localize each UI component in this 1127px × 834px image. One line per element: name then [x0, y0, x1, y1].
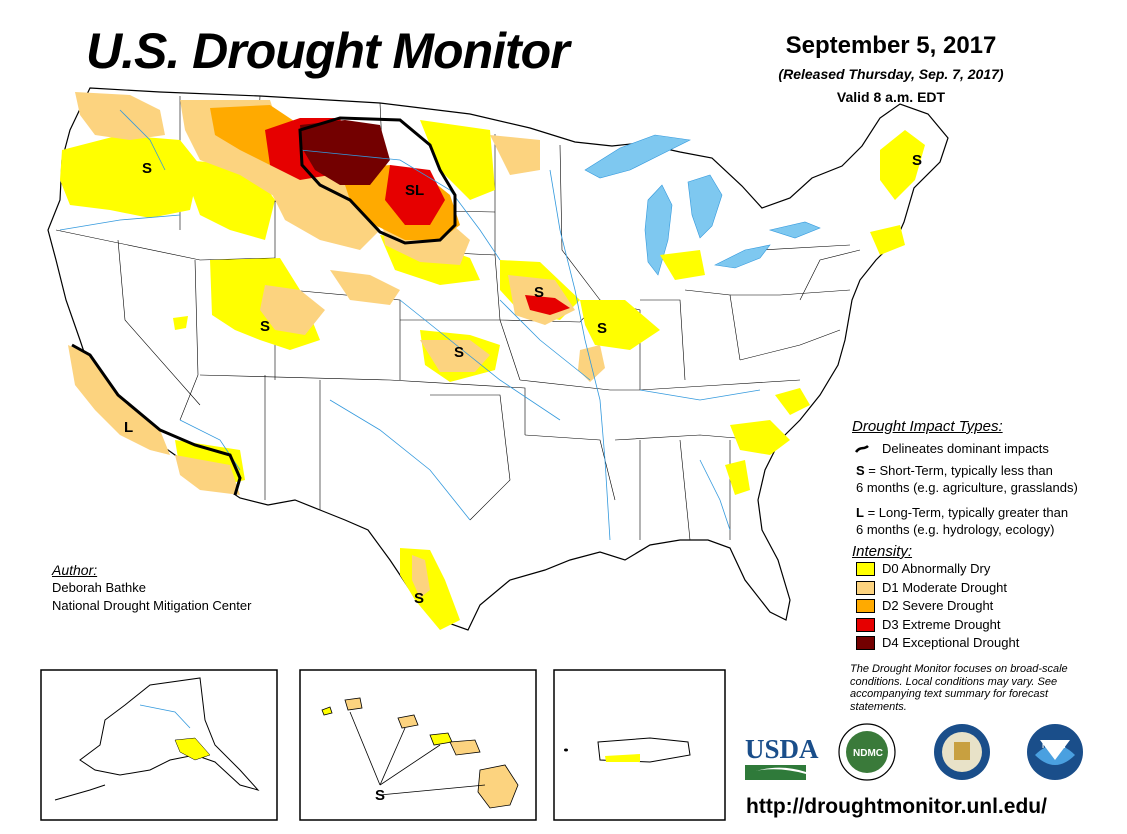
- long-term-line1: L = Long-Term, typically greater than: [856, 505, 1069, 520]
- intensity-label: D1 Moderate Drought: [882, 579, 1008, 595]
- impact-boundaries: [71, 116, 457, 496]
- disclaimer-note: The Drought Monitor focuses on broad-sca…: [850, 663, 1068, 713]
- delineates-line-sample: [854, 445, 869, 453]
- intensity-swatch: [856, 599, 875, 613]
- short-term-line2: 6 months (e.g. agriculture, grasslands): [856, 480, 1078, 495]
- impact-label-s: S: [414, 590, 424, 607]
- intensity-swatch: [856, 580, 875, 595]
- intensity-legend-heading: Intensity:: [852, 543, 913, 560]
- long-term-line2: 6 months (e.g. hydrology, ecology): [856, 522, 1055, 537]
- intensity-swatch: [856, 636, 875, 650]
- intensity-label: D4 Exceptional Drought: [882, 635, 1020, 650]
- impact-label-l: L: [124, 419, 133, 436]
- intensity-swatch: [856, 617, 875, 632]
- impact-legend-heading: Drought Impact Types:: [852, 418, 1003, 435]
- noaa-logo: NOAA: [1027, 724, 1083, 780]
- rivers: [59, 109, 761, 541]
- impact-label-s: S: [142, 160, 152, 177]
- svg-text:NOAA: NOAA: [1042, 741, 1066, 750]
- ndmc-logo: NDMC: [838, 723, 896, 781]
- doc-seal-logo: [934, 724, 990, 780]
- site-url[interactable]: http://droughtmonitor.unl.edu/: [746, 795, 1047, 818]
- release-date: (Released Thursday, Sep. 7, 2017): [778, 66, 1004, 82]
- impact-label-s: S: [454, 344, 464, 361]
- intensity-label: D3 Extreme Drought: [882, 616, 1001, 632]
- intensity-label: D0 Abnormally Dry: [882, 561, 991, 576]
- great-lakes: [228, 134, 821, 286]
- page-title: U.S. Drought Monitor: [86, 23, 570, 79]
- impact-label-sl: SL: [405, 182, 424, 199]
- usda-logo-text: USDA: [745, 734, 819, 764]
- author-heading: Author:: [52, 562, 98, 578]
- valid-time: Valid 8 a.m. EDT: [836, 89, 946, 105]
- map-date: September 5, 2017: [785, 32, 997, 59]
- impact-label-s: S: [597, 320, 607, 337]
- author-org: National Drought Mitigation Center: [52, 598, 252, 613]
- delineates-label: Delineates dominant impacts: [882, 441, 1049, 456]
- impact-label-s: S: [260, 318, 270, 335]
- short-term-line1: S = Short-Term, typically less than: [856, 463, 1053, 478]
- svg-text:NDMC: NDMC: [853, 748, 883, 759]
- author-name: Deborah Bathke: [52, 580, 146, 595]
- impact-label-s: S: [534, 284, 544, 301]
- impact-labels: S SL S S S S S L S: [124, 152, 922, 607]
- intensity-label: D2 Severe Drought: [882, 598, 994, 613]
- intensity-swatch: [856, 562, 875, 576]
- d4-areas: [300, 120, 390, 185]
- impact-label-s: S: [375, 787, 385, 804]
- impact-label-s: S: [912, 152, 922, 169]
- usda-logo: USDA: [745, 734, 819, 780]
